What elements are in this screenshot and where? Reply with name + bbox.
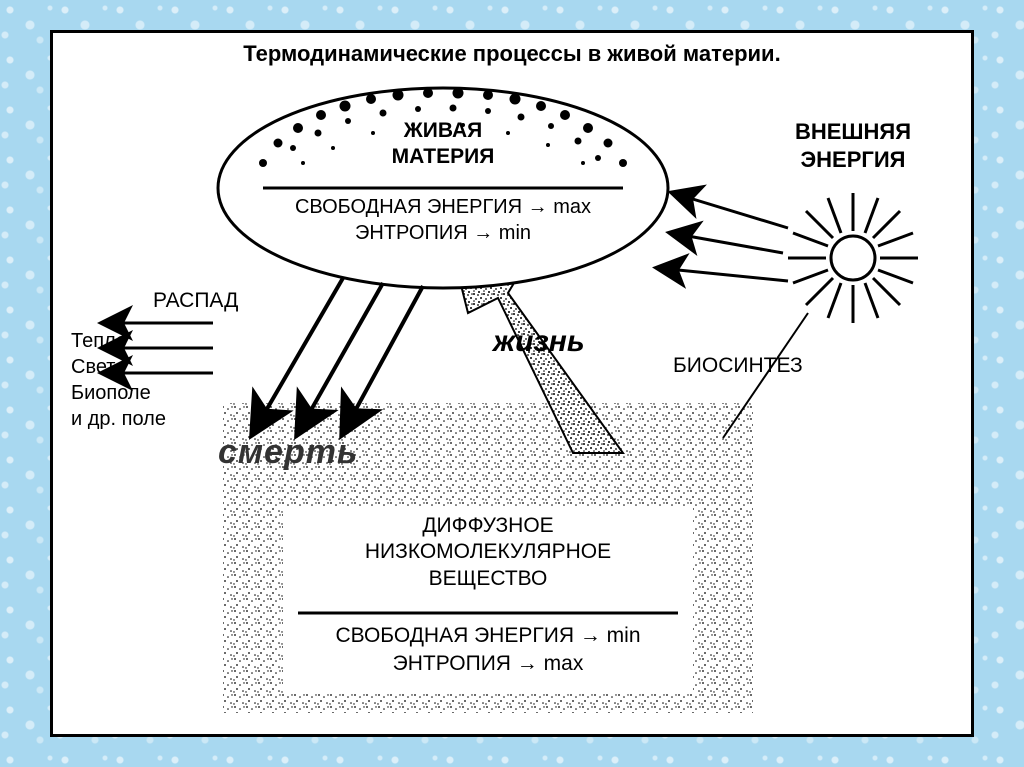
t: Тепло — [71, 330, 127, 352]
external-energy-label: ВНЕШНЯЯ ЭНЕРГИЯ — [773, 118, 933, 173]
t: ЭНЕРГИЯ — [801, 147, 906, 172]
t: НИЗКОМОЛЕКУЛЯРНОЕ — [365, 540, 611, 563]
death-label: смерть — [218, 431, 358, 474]
sun-icon — [788, 193, 918, 323]
box-line2: ЭНТРОПИЯ → max — [288, 651, 688, 677]
energy-arrows — [658, 193, 788, 281]
t: МАТЕРИЯ — [392, 145, 495, 168]
box-top-label: ДИФФУЗНОЕ НИЗКОМОЛЕКУЛЯРНОЕ ВЕЩЕСТВО — [288, 513, 688, 592]
decay-label: РАСПАД — [153, 288, 238, 314]
diagram-frame: Термодинамические процессы в живой матер… — [50, 30, 974, 737]
ellipse-line1: СВОБОДНАЯ ЭНЕРГИЯ → max — [253, 195, 633, 220]
living-matter-label: ЖИВАЯ МАТЕРИЯ — [363, 118, 523, 171]
t: ВНЕШНЯЯ — [795, 119, 911, 144]
t: ЖИВАЯ — [404, 119, 482, 142]
life-label: жизнь — [493, 323, 585, 361]
ellipse-line2: ЭНТРОПИЯ → min — [253, 221, 633, 246]
t: и др. поле — [71, 408, 166, 430]
decay-outputs: Тепло Свет Биополе и др. поле — [71, 328, 166, 432]
biosynthesis-label: БИОСИНТЕЗ — [673, 353, 803, 379]
t: ДИФФУЗНОЕ — [422, 514, 553, 537]
t: Свет — [71, 356, 115, 378]
box-line1: СВОБОДНАЯ ЭНЕРГИЯ → min — [288, 623, 688, 649]
t: ВЕЩЕСТВО — [429, 567, 548, 590]
t: Биополе — [71, 382, 151, 404]
